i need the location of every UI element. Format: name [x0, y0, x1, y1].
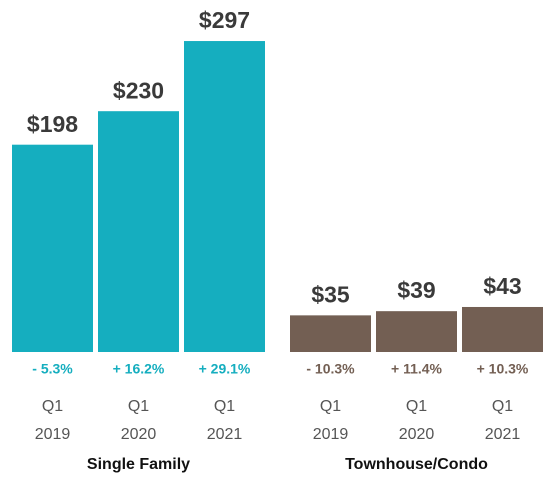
x-tick-label: Q1	[406, 398, 427, 415]
value-label: $43	[483, 273, 521, 299]
x-tick-label: Q1	[492, 398, 513, 415]
x-tick-label: Q1	[320, 398, 341, 415]
bar	[462, 306, 543, 352]
x-tick-label: 2021	[207, 426, 243, 443]
x-tick-label: 2020	[399, 426, 435, 443]
change-label: + 16.2%	[113, 361, 165, 377]
x-tick-label: Q1	[128, 398, 149, 415]
bar	[290, 315, 371, 352]
value-label: $35	[311, 281, 350, 307]
x-tick-label: 2019	[35, 426, 71, 443]
bar	[12, 144, 93, 352]
bar	[98, 111, 179, 352]
value-label: $230	[113, 77, 164, 103]
change-label: - 10.3%	[306, 361, 355, 377]
value-label: $39	[397, 277, 435, 303]
x-tick-label: 2021	[485, 426, 521, 443]
value-label: $297	[199, 7, 250, 33]
x-tick-label: Q1	[42, 398, 63, 415]
x-tick-label: Q1	[214, 398, 235, 415]
bar	[376, 311, 457, 352]
x-tick-label: 2019	[313, 426, 349, 443]
change-label: + 29.1%	[199, 361, 251, 377]
change-label: + 11.4%	[391, 361, 443, 377]
change-label: + 10.3%	[477, 361, 529, 377]
bar	[184, 41, 265, 352]
x-tick-label: 2020	[121, 426, 157, 443]
group-label: Townhouse/Condo	[345, 456, 488, 473]
group-label: Single Family	[87, 456, 190, 473]
value-label: $198	[27, 111, 78, 137]
change-label: - 5.3%	[32, 361, 73, 377]
